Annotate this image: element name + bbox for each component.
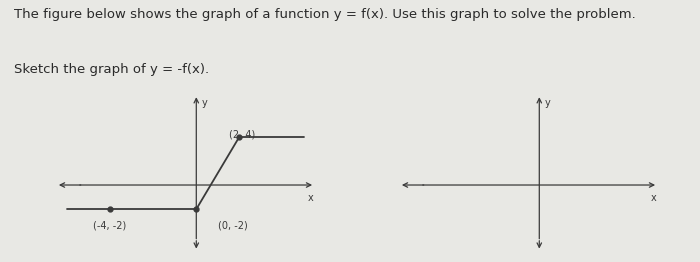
- Text: (-4, -2): (-4, -2): [93, 220, 127, 230]
- Text: x: x: [308, 193, 314, 204]
- Text: (2, 4): (2, 4): [229, 129, 255, 139]
- Text: (0, -2): (0, -2): [218, 220, 248, 230]
- Text: x: x: [651, 193, 657, 204]
- Text: The figure below shows the graph of a function y = f(x). Use this graph to solve: The figure below shows the graph of a fu…: [14, 8, 636, 21]
- Text: y: y: [202, 98, 207, 108]
- Text: y: y: [545, 98, 550, 108]
- Text: Sketch the graph of y = -f(x).: Sketch the graph of y = -f(x).: [14, 63, 209, 76]
